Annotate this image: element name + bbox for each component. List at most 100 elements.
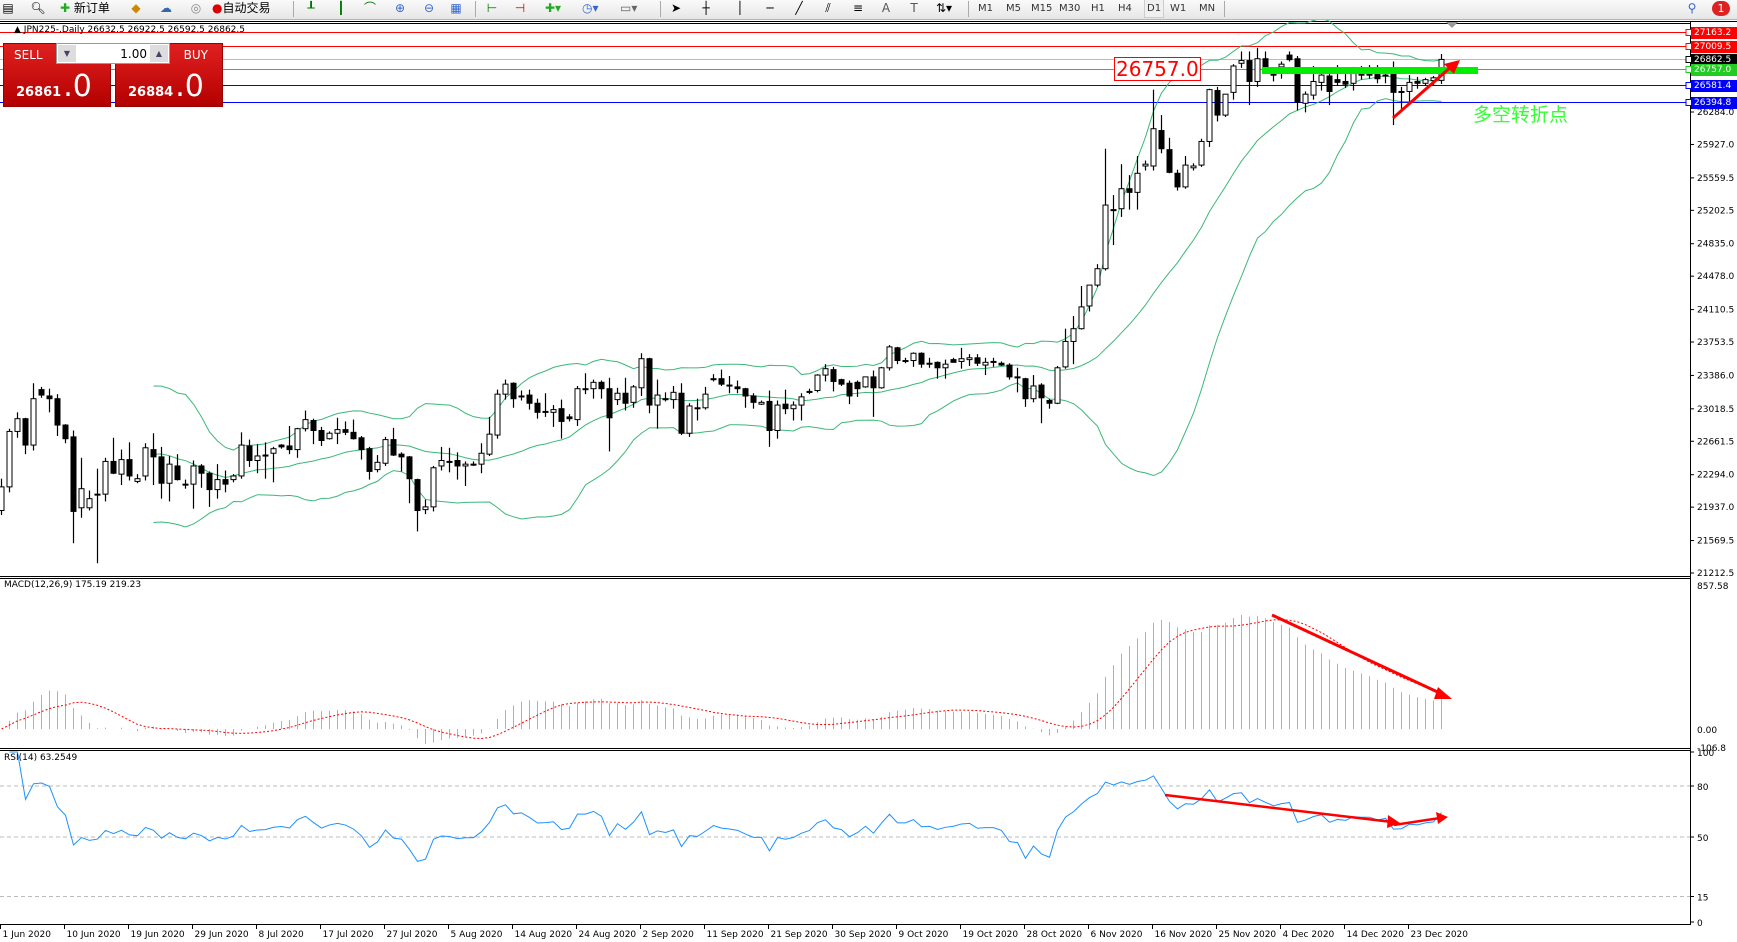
templates-icon[interactable]: ▭▾ (620, 1, 638, 15)
buy-label: BUY (183, 48, 208, 62)
candle (262, 442, 269, 479)
candle-body (982, 361, 989, 366)
candle-body (582, 388, 589, 391)
candle (598, 380, 605, 399)
candle (46, 388, 53, 413)
timeframe-d1[interactable]: D1 (1144, 0, 1165, 18)
timeframe-m15[interactable]: M15 (1031, 3, 1053, 14)
candle-body (110, 460, 117, 474)
text-label-icon[interactable]: T (910, 1, 918, 15)
text-icon[interactable]: A (881, 1, 891, 15)
candle (126, 442, 133, 481)
cursor-icon[interactable]: ➤ (670, 1, 682, 15)
timeframe-h1[interactable]: H1 (1091, 3, 1105, 14)
price-tick-label: 22294.0 (1697, 471, 1734, 481)
timeframe-m1[interactable]: M1 (978, 3, 993, 14)
candle-body (326, 432, 333, 440)
volume-up-icon[interactable]: ▲ (150, 45, 168, 62)
candle (918, 352, 925, 368)
candle-body (1102, 204, 1109, 270)
bar-chart-icon[interactable]: ┸ (307, 1, 315, 15)
chart-shift-icon[interactable]: ⊢ (486, 1, 498, 15)
candle (86, 490, 93, 511)
new-chart-icon[interactable]: ▤ (2, 1, 14, 15)
candle-body (374, 461, 381, 471)
date-label: 9 Oct 2020 (899, 930, 949, 940)
candlestick-icon[interactable]: ┃ (337, 1, 345, 15)
rsi-axis-label: 80 (1697, 783, 1709, 793)
zoom-out-icon[interactable]: ⊖ (423, 1, 435, 15)
date-label: 29 Jun 2020 (195, 930, 249, 940)
annotation-text[interactable]: 多空转折点 (1473, 104, 1569, 126)
crosshair-icon[interactable]: ┼ (702, 1, 710, 15)
indicators-icon[interactable]: ✚▾ (545, 1, 562, 15)
candle-body (382, 439, 389, 464)
timeframe-mn[interactable]: MN (1199, 3, 1216, 14)
candle-body (238, 444, 245, 477)
candle-body (918, 352, 925, 365)
timeframe-m30[interactable]: M30 (1059, 3, 1081, 14)
candle (638, 353, 645, 396)
collapse-triangle-icon[interactable]: ▲ (14, 25, 24, 35)
candle (310, 418, 317, 445)
candle-body (974, 357, 981, 364)
horizontal-line-icon[interactable]: ─ (766, 1, 774, 15)
zoom-in-icon[interactable]: ⊕ (394, 1, 406, 15)
auto-trading-button[interactable]: ●自动交易 (212, 0, 271, 18)
candle (1142, 160, 1149, 171)
candle-body (598, 381, 605, 390)
candle (822, 364, 829, 382)
vertical-line-icon[interactable]: │ (736, 1, 744, 15)
candle (894, 346, 901, 365)
candle (190, 460, 197, 509)
volume-down-icon[interactable]: ▼ (58, 45, 76, 62)
candle-body (198, 465, 205, 474)
candle (694, 398, 701, 421)
candle-body (1030, 385, 1037, 400)
line-chart-icon[interactable]: ⌒ (363, 1, 376, 15)
candle (902, 357, 909, 364)
price-label-box[interactable]: 26757.0 (1114, 57, 1201, 81)
signal-icon[interactable]: ◎ (190, 1, 202, 15)
volume-input[interactable]: 1.00 (120, 47, 147, 61)
arrows-icon[interactable]: ⇅▾ (936, 1, 953, 15)
timeframe-m5[interactable]: M5 (1006, 3, 1021, 14)
candle (1022, 377, 1029, 407)
autoscroll-icon[interactable]: ⊣ (514, 1, 526, 15)
candle (502, 379, 509, 400)
candle (942, 359, 949, 379)
search-icon[interactable]: ⚲ (1687, 1, 1697, 15)
navigator-icon[interactable]: ☁ (160, 1, 172, 15)
trendline-icon[interactable]: ╱ (795, 1, 803, 15)
chart-title: ▲ JPN225-,Daily 26632.5 26922.5 26592.5 … (14, 25, 245, 35)
candle-body (254, 455, 261, 462)
candle-body (726, 384, 733, 387)
candle (286, 425, 293, 455)
profiles-icon[interactable]: 🔍︎ (30, 1, 46, 15)
candle (982, 357, 989, 376)
candle-body (1054, 367, 1061, 404)
candle-body (534, 402, 541, 413)
candle-body (1118, 188, 1125, 210)
new-order-button[interactable]: ✚ 新订单 (60, 0, 110, 18)
candle (758, 400, 765, 406)
candle (110, 437, 117, 475)
fibonacci-icon[interactable]: ≡ (852, 1, 864, 15)
tile-windows-icon[interactable]: ▦ (450, 1, 462, 15)
equidistant-channel-icon[interactable]: ⫽ (825, 1, 831, 15)
candle-body (894, 347, 901, 362)
timeframe-w1[interactable]: W1 (1170, 3, 1187, 14)
candle (486, 416, 493, 456)
candle (214, 464, 221, 499)
candle-body (366, 448, 373, 472)
volume-stepper[interactable]: ▼ 1.00 ▲ (56, 43, 170, 64)
timeframe-h4[interactable]: H4 (1118, 3, 1132, 14)
periods-icon[interactable]: ◷▾ (582, 1, 599, 15)
candle (1030, 375, 1037, 403)
market-watch-icon[interactable]: ◆ (131, 1, 141, 15)
notification-badge[interactable]: 1 (1712, 1, 1730, 16)
candle-body (270, 448, 277, 454)
candle-body (1326, 75, 1333, 92)
candle (1006, 363, 1013, 380)
